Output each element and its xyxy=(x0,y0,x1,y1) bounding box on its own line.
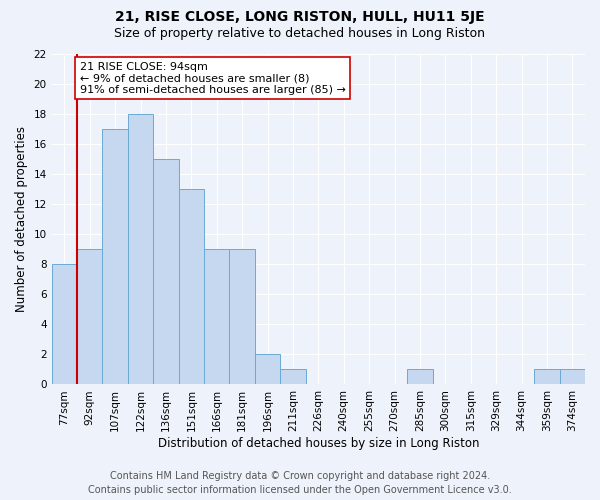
Bar xyxy=(153,159,179,384)
X-axis label: Distribution of detached houses by size in Long Riston: Distribution of detached houses by size … xyxy=(158,437,479,450)
Bar xyxy=(77,250,103,384)
Text: Contains HM Land Registry data © Crown copyright and database right 2024.
Contai: Contains HM Land Registry data © Crown c… xyxy=(88,471,512,495)
Bar xyxy=(534,370,560,384)
Bar xyxy=(128,114,153,384)
Bar xyxy=(103,129,128,384)
Bar xyxy=(407,370,433,384)
Text: 21, RISE CLOSE, LONG RISTON, HULL, HU11 5JE: 21, RISE CLOSE, LONG RISTON, HULL, HU11 … xyxy=(115,10,485,24)
Bar xyxy=(52,264,77,384)
Bar xyxy=(179,189,204,384)
Bar xyxy=(255,354,280,384)
Text: Size of property relative to detached houses in Long Riston: Size of property relative to detached ho… xyxy=(115,28,485,40)
Bar xyxy=(229,250,255,384)
Bar xyxy=(204,250,229,384)
Bar xyxy=(280,370,305,384)
Bar xyxy=(560,370,585,384)
Text: 21 RISE CLOSE: 94sqm
← 9% of detached houses are smaller (8)
91% of semi-detache: 21 RISE CLOSE: 94sqm ← 9% of detached ho… xyxy=(80,62,346,94)
Y-axis label: Number of detached properties: Number of detached properties xyxy=(15,126,28,312)
